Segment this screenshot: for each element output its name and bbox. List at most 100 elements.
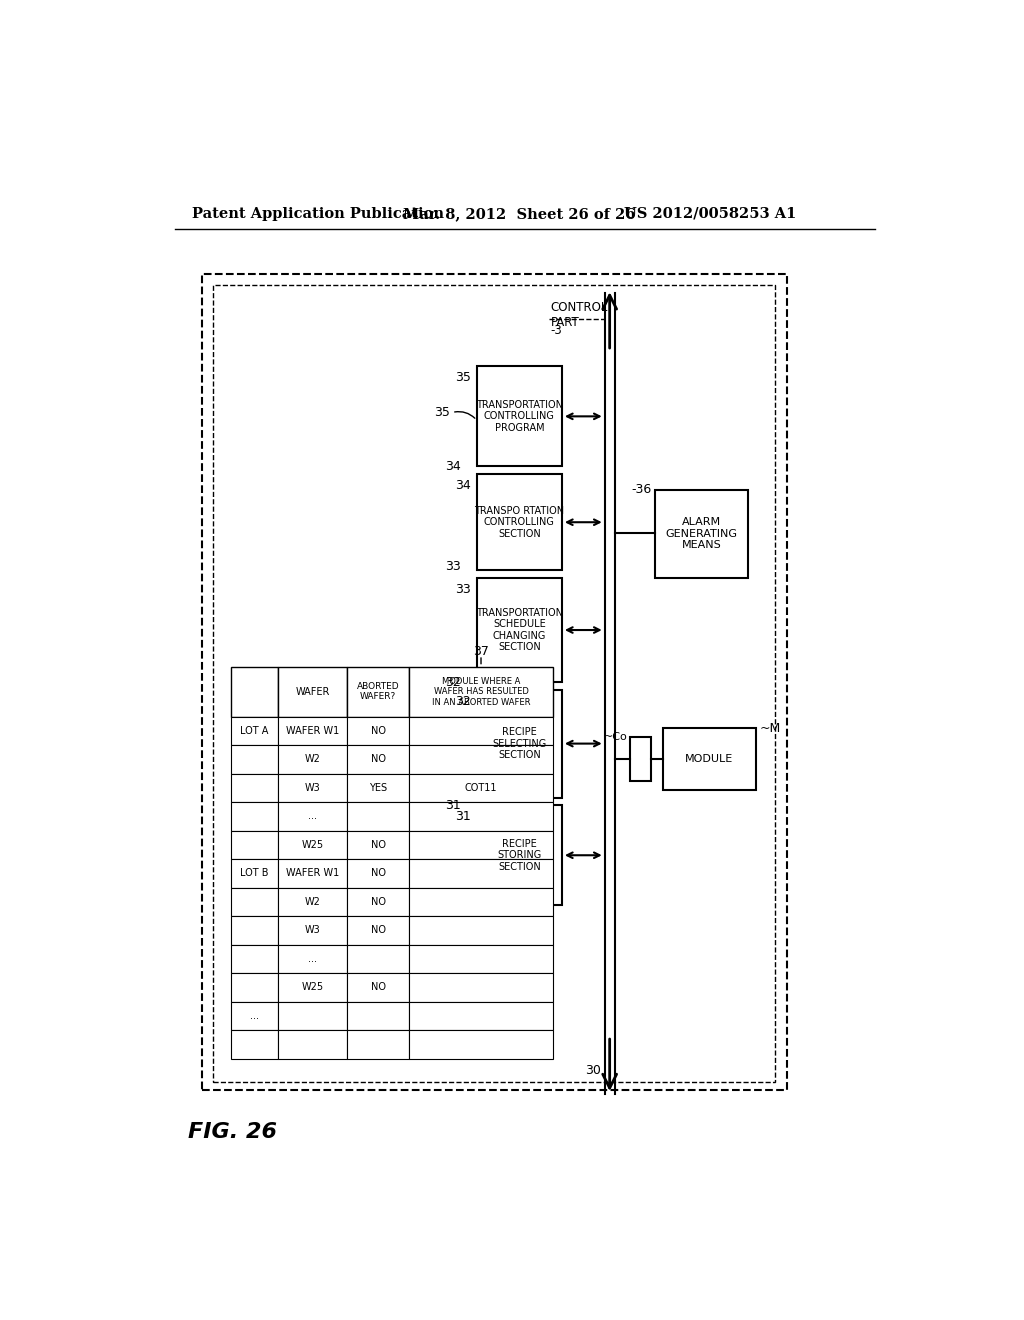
Bar (477, 474, 562, 570)
Bar (347, 803, 410, 830)
Text: W2: W2 (304, 755, 321, 764)
Text: RECIPE
SELECTING
SECTION: RECIPE SELECTING SECTION (493, 727, 547, 760)
Text: WAFER W1: WAFER W1 (286, 869, 339, 878)
Bar (347, 887, 410, 916)
Bar (278, 830, 347, 859)
Bar (231, 887, 278, 916)
Bar (202, 275, 786, 1090)
Bar (410, 803, 553, 830)
Bar (410, 945, 553, 973)
Text: TRANSPORTATION
CONTROLLING
PROGRAM: TRANSPORTATION CONTROLLING PROGRAM (476, 400, 563, 433)
Text: ...: ... (308, 812, 317, 821)
Text: WAFER: WAFER (295, 686, 330, 697)
Bar (410, 667, 553, 717)
Text: ~Co: ~Co (604, 733, 628, 742)
Bar (231, 803, 278, 830)
Bar (278, 774, 347, 803)
Text: WAFER W1: WAFER W1 (286, 726, 339, 735)
Bar (630, 738, 651, 780)
Bar (477, 805, 562, 906)
Bar (231, 1030, 278, 1059)
Text: -3: -3 (550, 323, 562, 337)
Text: FIG. 26: FIG. 26 (188, 1122, 278, 1142)
Text: 30: 30 (585, 1064, 601, 1077)
Bar (231, 667, 278, 717)
Text: W3: W3 (304, 925, 321, 936)
Text: LOT B: LOT B (240, 869, 268, 878)
Bar (231, 945, 278, 973)
Text: TRANSPORTATION
SCHEDULE
CHANGING
SECTION: TRANSPORTATION SCHEDULE CHANGING SECTION (476, 607, 563, 652)
Bar (347, 667, 410, 717)
Bar (410, 717, 553, 744)
Text: ...: ... (250, 1011, 259, 1020)
Text: 37: 37 (473, 644, 488, 657)
Bar (347, 916, 410, 945)
Text: ALARM
GENERATING
MEANS: ALARM GENERATING MEANS (666, 517, 737, 550)
Bar (347, 830, 410, 859)
Bar (278, 1002, 347, 1030)
Text: 34: 34 (445, 459, 461, 473)
Text: ABORTED
WAFER?: ABORTED WAFER? (357, 682, 399, 701)
Text: CONTROL
PART: CONTROL PART (550, 301, 608, 329)
Bar (477, 689, 562, 797)
Text: NO: NO (371, 982, 386, 993)
Bar (231, 717, 278, 744)
Bar (278, 859, 347, 887)
Bar (410, 859, 553, 887)
Bar (278, 1030, 347, 1059)
Bar (347, 774, 410, 803)
Bar (231, 774, 278, 803)
Bar (663, 729, 756, 789)
Text: W25: W25 (301, 840, 324, 850)
Text: NO: NO (371, 755, 386, 764)
Bar (231, 859, 278, 887)
Bar (213, 285, 775, 1082)
Bar (347, 859, 410, 887)
Bar (410, 744, 553, 774)
Text: NO: NO (371, 840, 386, 850)
Text: NO: NO (371, 925, 386, 936)
Text: 31: 31 (455, 810, 471, 824)
Bar (347, 945, 410, 973)
Text: MODULE WHERE A
WAFER HAS RESULTED
IN AN ABORTED WAFER: MODULE WHERE A WAFER HAS RESULTED IN AN … (432, 677, 530, 706)
Bar (231, 1002, 278, 1030)
Bar (278, 916, 347, 945)
Text: ~M: ~M (760, 722, 781, 735)
Text: NO: NO (371, 869, 386, 878)
Bar (347, 1030, 410, 1059)
Text: 34: 34 (455, 479, 471, 492)
Text: RECIPE
STORING
SECTION: RECIPE STORING SECTION (498, 838, 542, 871)
Bar (278, 717, 347, 744)
Text: 33: 33 (455, 583, 471, 597)
Bar (410, 830, 553, 859)
Bar (347, 717, 410, 744)
Bar (231, 973, 278, 1002)
Text: NO: NO (371, 726, 386, 735)
Text: US 2012/0058253 A1: US 2012/0058253 A1 (624, 207, 797, 220)
Text: TRANSPO RTATION
CONTROLLING
SECTION: TRANSPO RTATION CONTROLLING SECTION (474, 506, 564, 539)
Text: 31: 31 (445, 799, 461, 812)
Text: 35: 35 (455, 371, 471, 384)
Text: Mar. 8, 2012  Sheet 26 of 26: Mar. 8, 2012 Sheet 26 of 26 (403, 207, 636, 220)
Text: 32: 32 (455, 694, 471, 708)
Text: W25: W25 (301, 982, 324, 993)
Text: 35: 35 (434, 407, 450, 418)
Text: 33: 33 (445, 560, 461, 573)
Bar (231, 830, 278, 859)
Bar (278, 887, 347, 916)
Text: -36: -36 (631, 483, 651, 496)
Bar (410, 916, 553, 945)
Text: LOT A: LOT A (241, 726, 268, 735)
Text: W2: W2 (304, 896, 321, 907)
Bar (278, 744, 347, 774)
Bar (655, 490, 748, 578)
Text: YES: YES (370, 783, 387, 793)
Text: Patent Application Publication: Patent Application Publication (191, 207, 443, 220)
Bar (347, 1002, 410, 1030)
Bar (410, 774, 553, 803)
Text: COT11: COT11 (465, 783, 498, 793)
Bar (410, 1030, 553, 1059)
Bar (410, 1002, 553, 1030)
Bar (231, 916, 278, 945)
Bar (278, 973, 347, 1002)
